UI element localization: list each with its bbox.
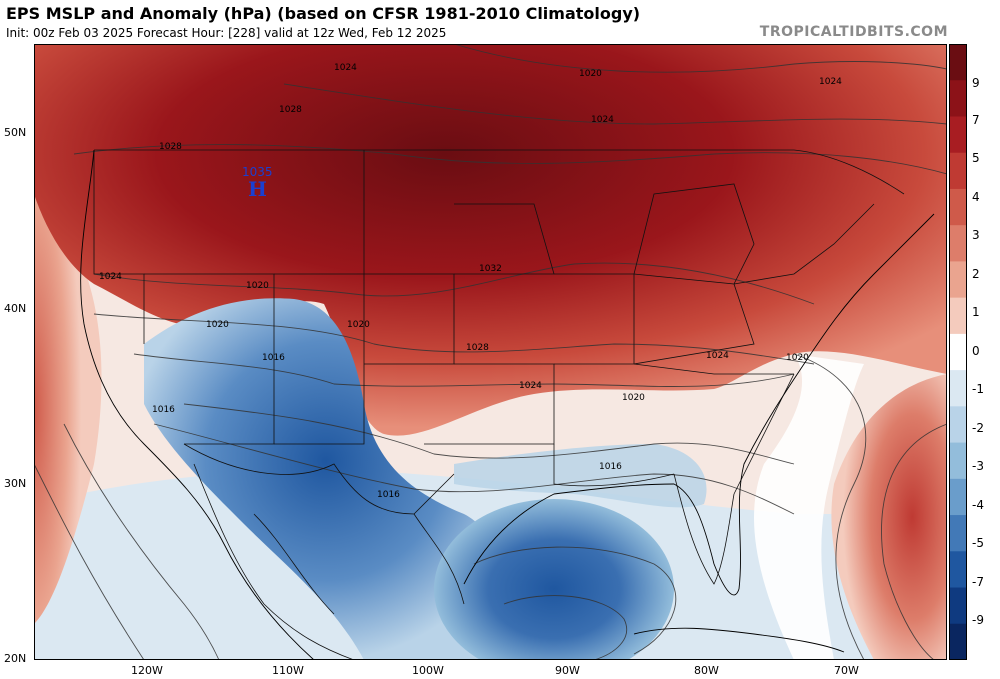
anomaly-colorbar — [949, 44, 967, 660]
colorbar-label: 9 — [972, 76, 980, 90]
atlantic-positive-anomaly — [831, 374, 947, 660]
colorbar-segment — [949, 587, 967, 625]
colorbar-segment — [949, 370, 967, 407]
colorbar-segment — [949, 80, 967, 117]
colorbar-label: -3 — [972, 459, 984, 473]
isobar-label: 1028 — [279, 105, 302, 115]
colorbar-label: 3 — [972, 228, 980, 242]
colorbar-label: -4 — [972, 498, 984, 512]
colorbar-label: -2 — [972, 421, 984, 435]
isobar-label: 1020 — [786, 353, 809, 363]
colorbar-label: 0 — [972, 344, 980, 358]
colorbar-segment — [949, 478, 967, 516]
isobar-label: 1028 — [159, 142, 182, 152]
lon-label-80w: 80W — [694, 664, 719, 677]
colorbar-segment — [949, 44, 967, 81]
lon-label-70w: 70W — [834, 664, 859, 677]
lon-label-100w: 100W — [412, 664, 444, 677]
colorbar-segment — [949, 551, 967, 589]
isobar-label: 1016 — [377, 490, 400, 500]
forecast-info: Init: 00z Feb 03 2025 Forecast Hour: [22… — [6, 26, 447, 40]
lon-label-90w: 90W — [555, 664, 580, 677]
neutral-anomaly-band — [754, 354, 864, 660]
colorbar-label: 1 — [972, 305, 980, 319]
high-pressure-center: 1035 H — [242, 165, 273, 201]
isobar-label: 1020 — [347, 320, 370, 330]
colorbar-segment — [949, 188, 967, 226]
isobar-lines — [34, 44, 947, 660]
colorbar-label: -5 — [972, 536, 984, 550]
isobar-label: 1032 — [479, 264, 502, 274]
lat-label-40n: 40N — [4, 302, 27, 315]
colorbar-label: -1 — [972, 382, 984, 396]
high-pressure-marker: H — [248, 177, 267, 201]
political-borders — [93, 149, 905, 660]
colorbar-segment — [949, 225, 967, 262]
colorbar-label: 5 — [972, 151, 980, 165]
colorbar-frame — [949, 44, 967, 660]
colorbar-segment — [949, 152, 967, 190]
colorbar-label: 2 — [972, 267, 980, 281]
brand-watermark: TROPICALTIDBITS.COM — [759, 24, 948, 40]
colorbar-segment — [949, 116, 967, 154]
isobar-labels: 1024 1020 1024 1028 1028 1024 1024 1020 … — [99, 63, 842, 500]
high-pressure-value: 1035 — [242, 165, 273, 179]
lat-label-30n: 30N — [4, 477, 27, 490]
isobar-label: 1020 — [579, 69, 602, 79]
lat-label-50n: 50N — [4, 126, 27, 139]
colorbar-segment — [949, 442, 967, 480]
map-title: EPS MSLP and Anomaly (hPa) (based on CFS… — [6, 4, 641, 23]
lon-label-110w: 110W — [272, 664, 304, 677]
isobar-label: 1024 — [99, 272, 122, 282]
pacific-positive-anomaly — [34, 194, 102, 624]
colorbar-segment — [949, 515, 967, 552]
isobar-label: 1016 — [599, 462, 622, 472]
lat-label-20n: 20N — [4, 652, 27, 665]
isobar-label: 1024 — [334, 63, 357, 73]
isobar-label: 1016 — [152, 405, 175, 415]
isobar-label: 1020 — [206, 320, 229, 330]
colorbar-label: 7 — [972, 113, 980, 127]
isobar-label: 1016 — [262, 353, 285, 363]
isobar-label: 1024 — [819, 77, 842, 87]
isobar-label: 1024 — [591, 115, 614, 125]
colorbar-segment — [949, 623, 967, 660]
isobar-label: 1028 — [466, 343, 489, 353]
isobar-label: 1024 — [519, 381, 542, 391]
colorbar-segment — [949, 333, 967, 371]
colorbar-label: 4 — [972, 190, 980, 204]
isobar-label: 1020 — [246, 281, 269, 291]
colorbar-label: -9 — [972, 613, 984, 627]
colorbar-label: -7 — [972, 575, 984, 589]
isobar-label: 1024 — [706, 351, 729, 361]
colorbar-segment — [949, 297, 967, 335]
colorbar-segment — [949, 406, 967, 444]
southwest-negative-anomaly — [144, 298, 508, 660]
lon-label-120w: 120W — [131, 664, 163, 677]
gulf-coast-anomaly — [454, 444, 707, 508]
colorbar-segment — [949, 261, 967, 299]
north-positive-anomaly — [34, 44, 947, 436]
pressure-anomaly-map: 1024 1020 1024 1028 1028 1024 1024 1020 … — [34, 44, 947, 660]
map-frame — [34, 44, 947, 660]
coastlines — [80, 149, 935, 660]
isobar-label: 1020 — [622, 393, 645, 403]
